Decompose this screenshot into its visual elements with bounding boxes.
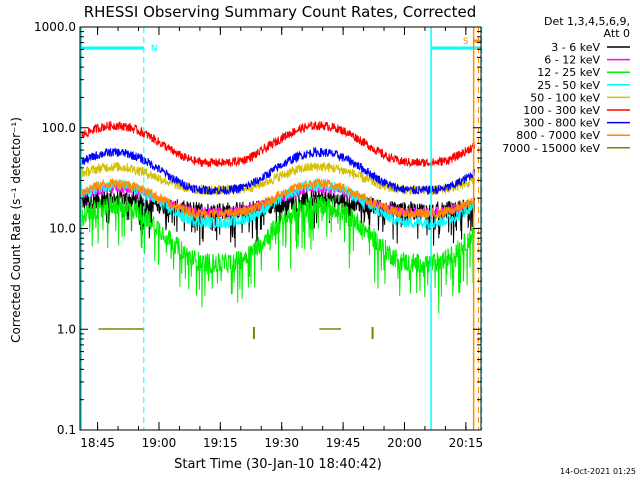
- series-point: [336, 328, 339, 330]
- series-5: [80, 120, 475, 168]
- y-tick-label: 100.0: [42, 121, 76, 135]
- series-point: [137, 328, 139, 330]
- saa-label: S: [463, 37, 469, 47]
- series-point: [129, 328, 132, 330]
- y-tick-label: 0.1: [57, 423, 76, 437]
- series-point: [134, 328, 136, 330]
- series-point: [124, 328, 126, 330]
- series-point: [102, 328, 105, 330]
- axis-layer: 1000.0 100.0 10.0 1.0 0.1 18:45 19:00 19:15 19:3…: [34, 20, 483, 450]
- legend-label: 6 - 12 keV: [544, 54, 600, 67]
- series-point: [121, 328, 123, 330]
- legend-label: 300 - 800 keV: [523, 117, 600, 130]
- series-point: [101, 328, 103, 330]
- legend-label: 800 - 7000 keV: [516, 129, 600, 142]
- timestamp: 14-Oct-2021 01:25: [560, 467, 636, 476]
- series-point: [125, 328, 128, 330]
- series-point: [112, 328, 115, 330]
- legend-header: Det 1,3,4,5,6,9,: [544, 15, 630, 28]
- x-tick-label: 19:30: [264, 436, 299, 450]
- series-point: [131, 328, 133, 330]
- series-point: [122, 328, 125, 330]
- series-point: [139, 328, 142, 330]
- series-point: [127, 328, 129, 330]
- x-tick-label: 19:45: [326, 436, 361, 450]
- series-point: [118, 328, 120, 330]
- series-point: [339, 328, 341, 330]
- series-8: [98, 327, 374, 340]
- series-0: [80, 187, 475, 248]
- series-point: [119, 328, 122, 330]
- series-point: [117, 328, 119, 330]
- series-point: [114, 328, 116, 330]
- series-point: [109, 328, 112, 330]
- legend-label: 100 - 300 keV: [523, 104, 600, 117]
- x-tick-label: 19:15: [203, 436, 238, 450]
- series-point: [325, 328, 327, 330]
- series-point: [332, 328, 334, 330]
- series-point: [337, 328, 340, 330]
- series-point: [322, 328, 324, 330]
- series-point: [320, 328, 323, 330]
- night-label: N: [151, 44, 158, 54]
- series-point: [329, 328, 331, 330]
- x-tick-label: 19:00: [142, 436, 177, 450]
- x-tick-label: 20:15: [449, 436, 484, 450]
- legend-label: 3 - 6 keV: [551, 41, 600, 54]
- series-point: [105, 328, 108, 330]
- legend-label: 12 - 25 keV: [537, 66, 600, 79]
- series-point: [333, 328, 336, 330]
- series-point: [323, 328, 326, 330]
- series-6: [80, 146, 475, 195]
- series-point: [99, 328, 102, 330]
- series-point: [326, 328, 329, 330]
- y-tick-label: 1.0: [57, 322, 76, 336]
- legend-header: Att 0: [604, 27, 630, 40]
- series-7: [80, 177, 475, 220]
- series-point: [319, 328, 321, 330]
- x-tick-label: 18:45: [80, 436, 115, 450]
- series-layer: [80, 120, 475, 340]
- series-point: [330, 328, 333, 330]
- x-axis-label: Start Time (30-Jan-10 18:40:42): [174, 457, 382, 472]
- series-point: [111, 328, 113, 330]
- series-point: [327, 328, 330, 330]
- series-2: [80, 195, 475, 314]
- y-axis-label: Corrected Count Rate (s⁻¹ detector⁻¹): [9, 117, 23, 343]
- legend-label: 50 - 100 keV: [530, 91, 600, 104]
- series-point: [108, 328, 110, 330]
- series-point: [335, 328, 337, 330]
- series-point: [128, 328, 130, 330]
- series-point: [115, 328, 118, 330]
- y-tick-label: 1000.0: [34, 20, 76, 34]
- series-point: [135, 328, 138, 330]
- series-point: [107, 328, 109, 330]
- chart-title: RHESSI Observing Summary Count Rates, Co…: [84, 3, 477, 21]
- series-point: [132, 328, 135, 330]
- series-point: [138, 328, 141, 330]
- series-point: [98, 328, 100, 330]
- x-tick-label: 20:00: [387, 436, 422, 450]
- series-point: [141, 328, 143, 330]
- legend-label: 25 - 50 keV: [537, 79, 600, 92]
- y-tick-label: 10.0: [49, 222, 76, 236]
- legend-label: 7000 - 15000 keV: [502, 142, 600, 155]
- series-point: [104, 328, 106, 330]
